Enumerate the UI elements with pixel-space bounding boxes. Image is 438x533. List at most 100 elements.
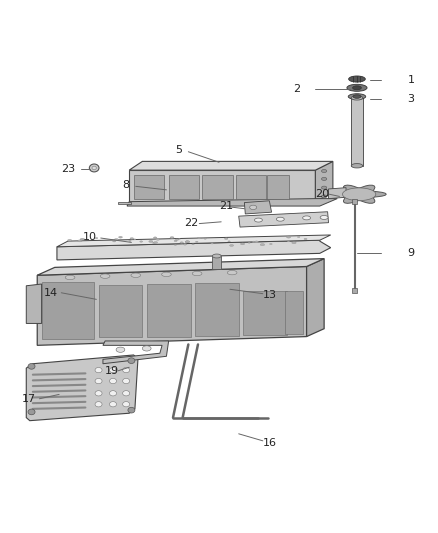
Ellipse shape [119,236,123,238]
Polygon shape [328,188,346,199]
Ellipse shape [276,217,284,221]
Ellipse shape [178,238,180,239]
Bar [202,174,233,199]
Bar [352,287,357,293]
Ellipse shape [100,274,110,278]
Ellipse shape [303,216,311,220]
Polygon shape [315,161,333,201]
Polygon shape [244,201,272,214]
Polygon shape [332,185,386,204]
Ellipse shape [260,244,265,246]
Ellipse shape [353,86,361,90]
Ellipse shape [212,254,221,258]
Ellipse shape [80,239,82,240]
Ellipse shape [192,271,202,276]
Ellipse shape [153,237,157,239]
Polygon shape [129,170,315,201]
Text: 19: 19 [105,366,119,376]
Polygon shape [118,201,131,204]
Bar [212,256,221,269]
Polygon shape [239,212,328,227]
Ellipse shape [78,240,82,242]
Ellipse shape [154,241,158,244]
Polygon shape [127,199,337,206]
Ellipse shape [198,237,201,239]
Polygon shape [26,284,42,324]
Text: 21: 21 [219,201,233,211]
Ellipse shape [89,164,99,172]
Ellipse shape [123,401,130,407]
Ellipse shape [252,241,255,243]
Text: 22: 22 [184,217,198,228]
Ellipse shape [321,186,327,189]
Ellipse shape [162,272,171,277]
Ellipse shape [156,238,160,240]
Ellipse shape [204,238,206,239]
Ellipse shape [116,347,125,352]
Ellipse shape [320,215,328,220]
Text: 2: 2 [293,84,300,94]
Ellipse shape [128,407,135,413]
Polygon shape [103,341,169,364]
Bar [147,284,191,336]
Bar [285,290,303,334]
Ellipse shape [95,402,102,407]
Polygon shape [57,240,331,260]
Ellipse shape [185,241,189,243]
Ellipse shape [297,237,300,238]
Ellipse shape [130,238,134,239]
Bar [42,282,94,339]
Ellipse shape [176,239,179,240]
Ellipse shape [353,95,361,98]
Ellipse shape [170,237,174,238]
Polygon shape [26,355,138,421]
Text: 9: 9 [407,248,414,259]
Text: 16: 16 [263,438,277,448]
Ellipse shape [192,244,194,245]
Bar [351,98,363,166]
Ellipse shape [95,238,98,239]
Ellipse shape [128,358,135,364]
Ellipse shape [28,364,35,369]
Bar [169,174,199,199]
Ellipse shape [142,346,151,351]
Ellipse shape [286,236,291,238]
Text: 10: 10 [83,232,97,242]
Text: 3: 3 [407,94,414,104]
Ellipse shape [174,245,177,246]
Ellipse shape [129,240,131,241]
Text: 14: 14 [44,288,58,298]
Polygon shape [343,188,376,200]
Ellipse shape [140,241,143,242]
Polygon shape [37,259,324,275]
Ellipse shape [180,242,184,244]
Ellipse shape [240,243,245,245]
Ellipse shape [152,242,155,244]
Ellipse shape [211,243,213,244]
Ellipse shape [67,239,72,241]
Ellipse shape [110,378,117,384]
Text: 20: 20 [315,189,329,199]
Bar [99,285,142,337]
Ellipse shape [28,409,35,415]
Ellipse shape [95,391,102,396]
Ellipse shape [321,177,327,181]
Text: 8: 8 [123,181,130,190]
Polygon shape [57,235,331,247]
Ellipse shape [174,240,177,241]
Ellipse shape [110,391,117,396]
Polygon shape [37,266,307,345]
Ellipse shape [227,270,237,275]
Ellipse shape [351,96,363,100]
Ellipse shape [269,244,272,245]
Ellipse shape [349,76,365,82]
Ellipse shape [131,273,141,278]
Ellipse shape [110,367,117,373]
Ellipse shape [351,164,363,168]
Ellipse shape [348,94,366,99]
Ellipse shape [65,275,75,280]
Ellipse shape [321,169,327,173]
Text: 13: 13 [263,290,277,300]
Text: 23: 23 [61,164,75,174]
Ellipse shape [292,242,296,244]
